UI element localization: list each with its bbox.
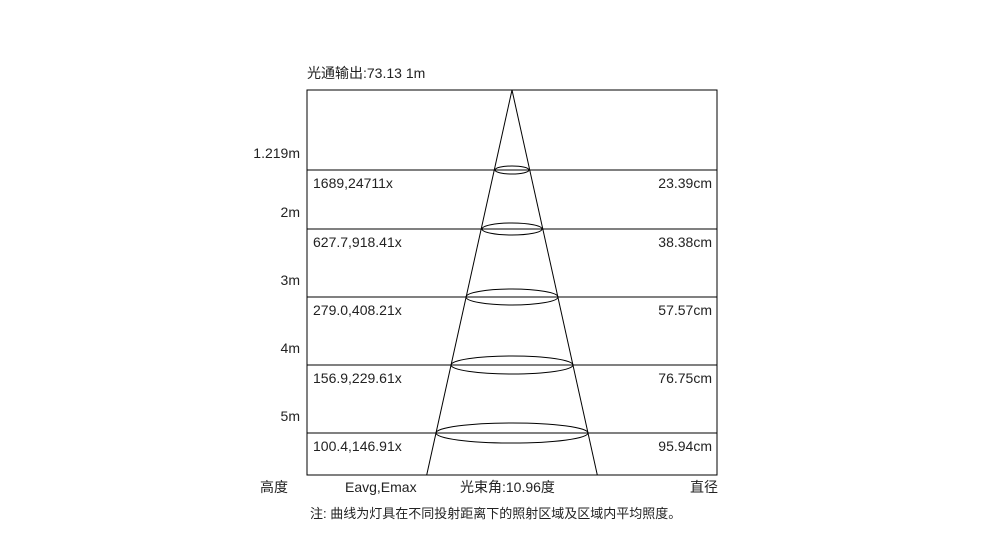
footnote: 注: 曲线为灯具在不同投射距离下的照射区域及区域内平均照度。 <box>310 506 681 521</box>
diameter-value: 23.39cm <box>658 175 712 191</box>
axis-eavg-label: Eavg,Emax <box>345 479 417 495</box>
eavg-value: 627.7,918.41x <box>313 234 402 250</box>
axis-diameter-label: 直径 <box>690 479 718 495</box>
diagram-svg: 光通输出:73.13 1m 1.219m 1689,24711x 23.39cm 2m 6… <box>0 0 1005 550</box>
diameter-value: 76.75cm <box>658 370 712 386</box>
diagram-stage: 光通输出:73.13 1m 1.219m 1689,24711x 23.39cm 2m 6… <box>0 0 1005 550</box>
diameter-value: 57.57cm <box>658 302 712 318</box>
cone-right-edge <box>512 90 597 475</box>
beam-angle-label: 光束角:10.96度 <box>460 479 555 495</box>
eavg-value: 1689,24711x <box>313 175 393 191</box>
diameter-value: 38.38cm <box>658 234 712 250</box>
height-value: 1.219m <box>253 145 300 161</box>
eavg-value: 156.9,229.61x <box>313 370 402 386</box>
chart-frame <box>307 90 717 475</box>
height-value: 5m <box>281 408 300 424</box>
eavg-value: 100.4,146.91x <box>313 438 402 454</box>
diameter-value: 95.94cm <box>658 438 712 454</box>
height-value: 2m <box>281 204 300 220</box>
axis-height-label: 高度 <box>260 479 288 495</box>
height-value: 4m <box>281 340 300 356</box>
eavg-value: 279.0,408.21x <box>313 302 402 318</box>
cone-left-edge <box>427 90 512 475</box>
chart-title: 光通输出:73.13 1m <box>307 65 425 81</box>
height-value: 3m <box>281 272 300 288</box>
